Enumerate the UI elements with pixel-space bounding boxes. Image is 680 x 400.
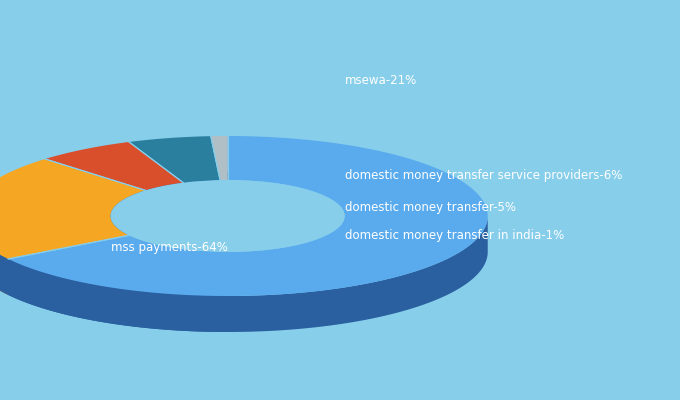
Polygon shape	[8, 136, 488, 296]
Ellipse shape	[111, 180, 345, 252]
Text: msewa-21%: msewa-21%	[345, 74, 417, 86]
Text: domestic money transfer in india-1%: domestic money transfer in india-1%	[345, 230, 564, 242]
Polygon shape	[211, 136, 228, 180]
Text: mss payments-64%: mss payments-64%	[111, 242, 227, 254]
Polygon shape	[0, 172, 228, 332]
Polygon shape	[129, 136, 220, 183]
Text: domestic money transfer-5%: domestic money transfer-5%	[345, 202, 515, 214]
Polygon shape	[45, 142, 183, 190]
Polygon shape	[8, 215, 488, 332]
Polygon shape	[0, 215, 8, 295]
Polygon shape	[0, 159, 146, 259]
Text: domestic money transfer service providers-6%: domestic money transfer service provider…	[345, 170, 622, 182]
Polygon shape	[111, 180, 232, 288]
